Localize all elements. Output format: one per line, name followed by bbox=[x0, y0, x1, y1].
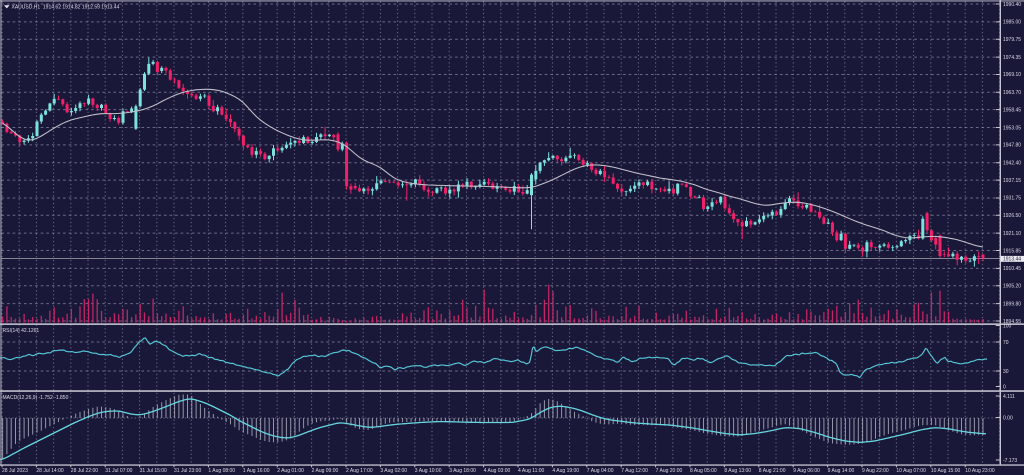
svg-text:28 Jul 2023: 28 Jul 2023 bbox=[2, 468, 28, 474]
svg-text:1969.10: 1969.10 bbox=[1003, 72, 1021, 78]
svg-text:1931.75: 1931.75 bbox=[1003, 196, 1021, 202]
svg-text:30: 30 bbox=[1003, 369, 1009, 375]
svg-text:9 Aug 14:00: 9 Aug 14:00 bbox=[828, 468, 855, 474]
svg-text:100: 100 bbox=[1003, 323, 1012, 329]
svg-text:1937.15: 1937.15 bbox=[1003, 178, 1021, 184]
svg-text:1899.80: 1899.80 bbox=[1003, 301, 1021, 307]
svg-text:10 Aug 23:00: 10 Aug 23:00 bbox=[965, 468, 995, 474]
svg-text:1910.45: 1910.45 bbox=[1003, 266, 1021, 272]
svg-text:8 Aug 05:00: 8 Aug 05:00 bbox=[690, 468, 717, 474]
svg-text:2 Aug 17:00: 2 Aug 17:00 bbox=[346, 468, 373, 474]
svg-text:28 Jul 14:00: 28 Jul 14:00 bbox=[36, 468, 63, 474]
svg-text:RSI(14) 42.1261: RSI(14) 42.1261 bbox=[3, 328, 40, 334]
svg-text:1 Aug 16:00: 1 Aug 16:00 bbox=[243, 468, 270, 474]
svg-text:31 Jul 23:00: 31 Jul 23:00 bbox=[174, 468, 201, 474]
svg-text:1979.75: 1979.75 bbox=[1003, 37, 1021, 43]
svg-text:1990.40: 1990.40 bbox=[1003, 2, 1021, 8]
svg-text:1913.44: 1913.44 bbox=[1003, 257, 1021, 263]
svg-text:10 Aug 07:00: 10 Aug 07:00 bbox=[896, 468, 926, 474]
svg-text:1953.05: 1953.05 bbox=[1003, 125, 1021, 131]
svg-text:1963.70: 1963.70 bbox=[1003, 90, 1021, 96]
svg-text:9 Aug 22:00: 9 Aug 22:00 bbox=[862, 468, 889, 474]
svg-text:1985.00: 1985.00 bbox=[1003, 20, 1021, 26]
svg-text:1947.80: 1947.80 bbox=[1003, 143, 1021, 149]
svg-text:1942.40: 1942.40 bbox=[1003, 161, 1021, 167]
svg-text:0: 0 bbox=[1003, 384, 1006, 390]
svg-text:1 Aug 08:00: 1 Aug 08:00 bbox=[208, 468, 235, 474]
svg-text:4 Aug 19:00: 4 Aug 19:00 bbox=[552, 468, 579, 474]
svg-text:31 Jul 15:00: 31 Jul 15:00 bbox=[140, 468, 167, 474]
svg-text:1926.50: 1926.50 bbox=[1003, 213, 1021, 219]
svg-text:70: 70 bbox=[1003, 340, 1009, 346]
svg-text:3 Aug 10:00: 3 Aug 10:00 bbox=[415, 468, 442, 474]
svg-text:1915.85: 1915.85 bbox=[1003, 248, 1021, 254]
svg-text:XAUUSD,H1 1914.62 1914.82 191: XAUUSD,H1 1914.62 1914.82 1912.59 1913.4… bbox=[12, 5, 120, 11]
svg-text:1921.10: 1921.10 bbox=[1003, 231, 1021, 237]
svg-text:28 Jul 22:00: 28 Jul 22:00 bbox=[71, 468, 98, 474]
svg-text:8 Aug 13:00: 8 Aug 13:00 bbox=[724, 468, 751, 474]
svg-text:7 Aug 12:00: 7 Aug 12:00 bbox=[621, 468, 648, 474]
svg-text:2 Aug 09:00: 2 Aug 09:00 bbox=[312, 468, 339, 474]
svg-text:2 Aug 01:00: 2 Aug 01:00 bbox=[277, 468, 304, 474]
svg-text:4 Aug 03:00: 4 Aug 03:00 bbox=[484, 468, 511, 474]
svg-text:9 Aug 06:00: 9 Aug 06:00 bbox=[793, 468, 820, 474]
svg-text:1894.55: 1894.55 bbox=[1003, 319, 1021, 325]
svg-text:-7.173: -7.173 bbox=[1003, 458, 1017, 464]
svg-text:1958.45: 1958.45 bbox=[1003, 108, 1021, 114]
svg-text:4.111: 4.111 bbox=[1003, 394, 1015, 400]
svg-text:3 Aug 02:00: 3 Aug 02:00 bbox=[380, 468, 407, 474]
svg-text:1905.20: 1905.20 bbox=[1003, 284, 1021, 290]
svg-text:10 Aug 15:00: 10 Aug 15:00 bbox=[931, 468, 961, 474]
svg-text:7 Aug 20:00: 7 Aug 20:00 bbox=[656, 468, 683, 474]
svg-text:31 Jul 07:00: 31 Jul 07:00 bbox=[105, 468, 132, 474]
svg-text:7 Aug 04:00: 7 Aug 04:00 bbox=[587, 468, 614, 474]
svg-text:3 Aug 18:00: 3 Aug 18:00 bbox=[449, 468, 476, 474]
svg-text:1974.35: 1974.35 bbox=[1003, 55, 1021, 61]
svg-text:MACD(12,26,9) -1.752 -1.850: MACD(12,26,9) -1.752 -1.850 bbox=[3, 395, 69, 401]
svg-text:4 Aug 11:00: 4 Aug 11:00 bbox=[518, 468, 545, 474]
svg-text:0.00: 0.00 bbox=[1003, 415, 1013, 421]
svg-text:8 Aug 21:00: 8 Aug 21:00 bbox=[759, 468, 786, 474]
